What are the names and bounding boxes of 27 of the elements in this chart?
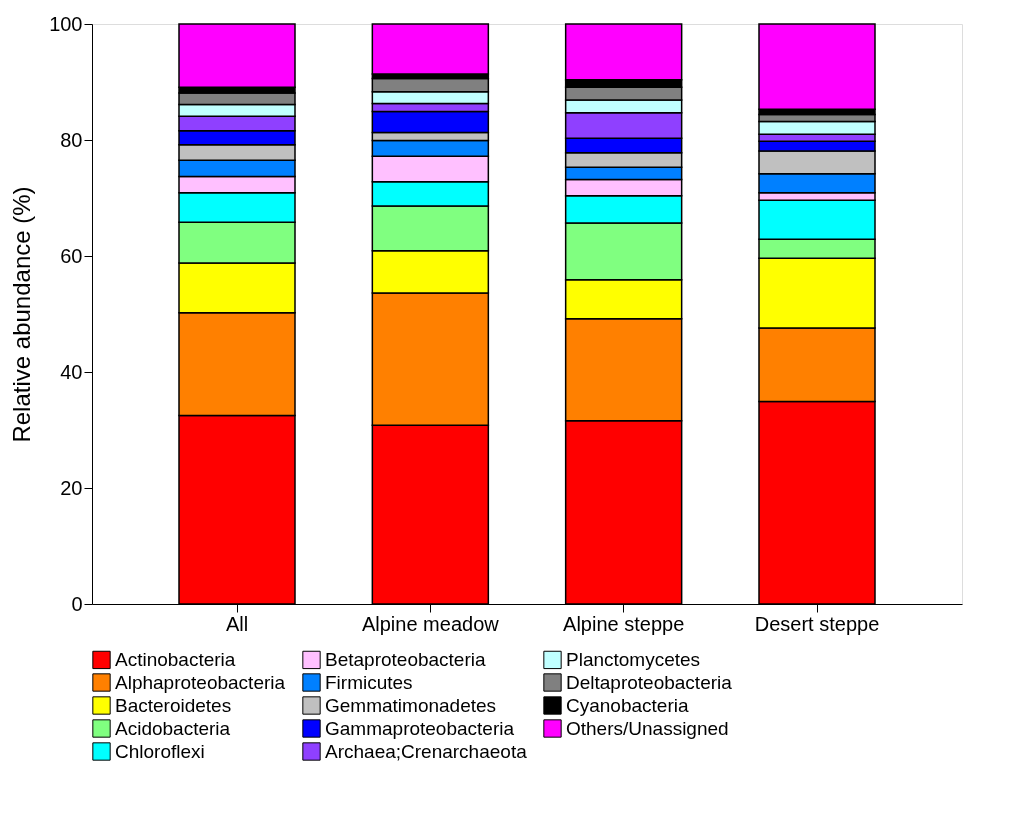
legend-label: Bacteroidetes — [115, 694, 232, 716]
legend-label: Deltaproteobacteria — [566, 671, 733, 693]
y-axis-title: Relative abundance (%) — [8, 186, 36, 443]
x-tick-label: Desert steppe — [754, 612, 880, 635]
legend-label: Actinobacteria — [115, 648, 236, 670]
y-tick-label: 60 — [60, 244, 83, 267]
legend-label: Archaea;Crenarchaeota — [325, 740, 528, 762]
legend-label: Betaproteobacteria — [325, 648, 486, 670]
y-tick-label: 40 — [60, 360, 83, 383]
x-tick-label: All — [225, 612, 249, 635]
legend-label: Gemmatimonadetes — [325, 694, 497, 716]
legend-label: Alphaproteobacteria — [115, 671, 286, 693]
legend-label: Others/Unassigned — [566, 717, 729, 739]
y-tick-label: 0 — [71, 592, 83, 615]
legend-label: Firmicutes — [325, 671, 413, 693]
legend-label: Chloroflexi — [115, 740, 205, 762]
legend-label: Cyanobacteria — [566, 694, 689, 716]
x-tick-label: Alpine steppe — [563, 612, 685, 635]
y-tick-label: 20 — [60, 476, 83, 499]
y-tick-label: 80 — [60, 128, 83, 151]
legend-label: Gammaproteobacteria — [325, 717, 515, 739]
legend-label: Acidobacteria — [115, 717, 231, 739]
y-tick-label: 100 — [49, 12, 83, 35]
bar — [371, 23, 490, 75]
bar — [758, 23, 876, 111]
x-tick-label: Alpine meadow — [361, 612, 500, 635]
legend-label: Planctomycetes — [566, 648, 701, 670]
